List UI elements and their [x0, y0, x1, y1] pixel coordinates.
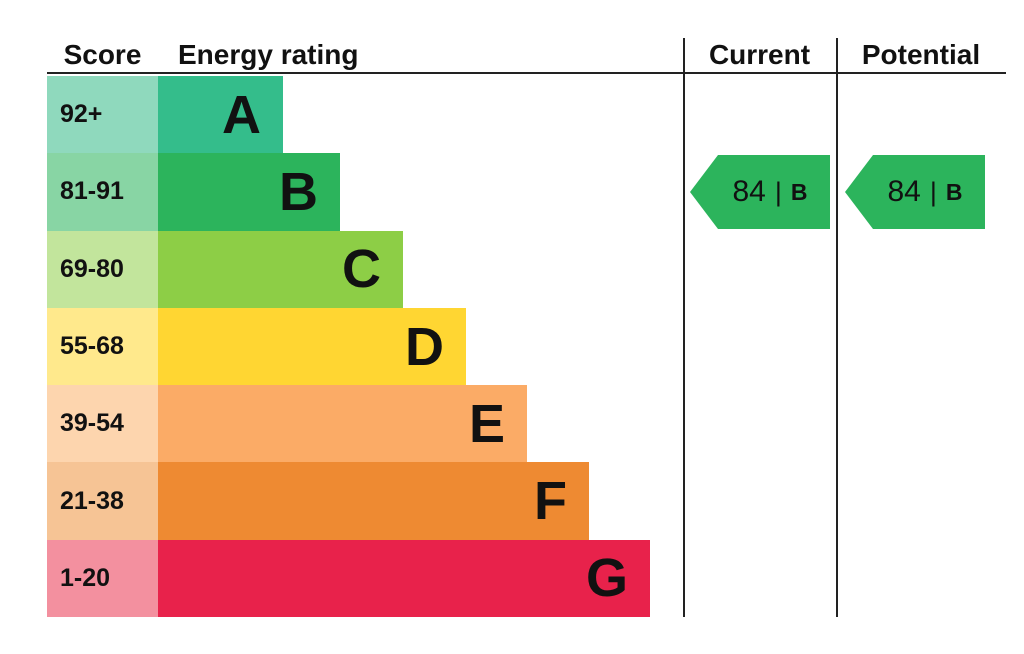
- score-range-c: 69-80: [47, 230, 158, 308]
- band-letter-d: D: [405, 316, 444, 377]
- potential-rating-arrow: 84 | B: [845, 155, 985, 229]
- current-rating-letter: B: [790, 178, 808, 205]
- potential-rating-value: 84: [887, 175, 921, 208]
- band-row-c: 69-80 C: [47, 230, 1006, 308]
- band-letter-f: F: [534, 471, 567, 532]
- score-range-a: 92+: [47, 76, 158, 154]
- score-column-header: Score: [63, 39, 142, 70]
- score-range-d: 55-68: [47, 307, 158, 386]
- score-range-b: 81-91: [47, 153, 158, 231]
- band-row-a: 92+ A: [47, 76, 1006, 154]
- current-rating-arrow: 84 | B: [690, 155, 830, 229]
- band-rows: 92+ A 81-91 B 69-80 C 55-68 D 39-54: [47, 76, 1006, 618]
- potential-column-header: Potential: [861, 39, 981, 70]
- band-row-e: 39-54 E: [47, 385, 1006, 463]
- energy-rating-column-header: Energy rating: [178, 39, 359, 70]
- current-column-divider: [683, 38, 685, 617]
- band-bar-f: F: [158, 462, 589, 540]
- band-row-b: 81-91 B: [47, 153, 1006, 231]
- band-row-d: 55-68 D: [47, 307, 1006, 386]
- band-bar-g: G: [158, 539, 650, 618]
- current-rating-divider: |: [774, 176, 782, 207]
- potential-column-divider: [836, 38, 838, 617]
- score-range-e: 39-54: [47, 385, 158, 463]
- band-bar-e: E: [158, 385, 527, 463]
- band-bar-c: C: [158, 230, 403, 308]
- band-bar-b: B: [158, 153, 340, 231]
- band-letter-c: C: [342, 239, 381, 300]
- band-row-f: 21-38 F: [47, 462, 1006, 540]
- band-bar-d: D: [158, 307, 466, 386]
- potential-rating-letter: B: [945, 178, 963, 205]
- band-letter-g: G: [585, 548, 628, 609]
- potential-rating-divider: |: [929, 176, 937, 207]
- band-letter-e: E: [468, 393, 505, 454]
- band-bar-a: A: [158, 76, 283, 154]
- band-letter-a: A: [222, 84, 261, 145]
- chart-header: Score Energy rating Current Potential: [47, 38, 1006, 74]
- current-rating-value: 84: [732, 175, 766, 208]
- band-letter-b: B: [279, 161, 318, 222]
- current-column-header: Current: [708, 39, 811, 70]
- score-range-g: 1-20: [47, 539, 158, 618]
- score-range-f: 21-38: [47, 462, 158, 540]
- band-row-g: 1-20 G: [47, 539, 1006, 618]
